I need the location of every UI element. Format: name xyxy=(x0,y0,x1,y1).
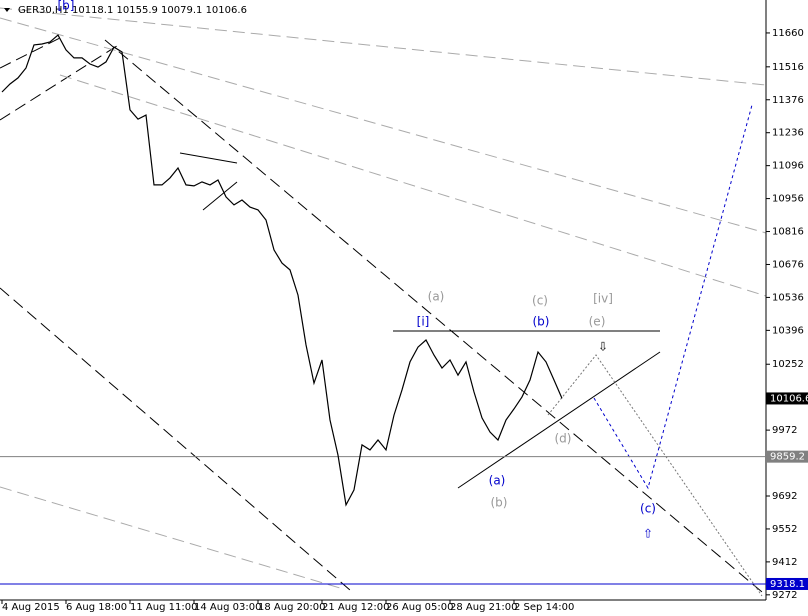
trendlines xyxy=(0,7,767,597)
trendline xyxy=(0,17,767,234)
projection xyxy=(593,104,753,490)
x-tick-label: 11 Aug 11:00 xyxy=(130,602,197,613)
price-line xyxy=(1,34,563,507)
y-tick-label: 11660 xyxy=(772,28,804,39)
price-label-box xyxy=(766,450,808,463)
price-label: 9318.1 xyxy=(770,579,805,590)
chart-title: GER30,H1 10118.1 10155.9 10079.1 10106.6 xyxy=(18,5,247,16)
trendline xyxy=(0,287,351,591)
wave-label: (a) xyxy=(489,474,506,488)
x-tick-label: 21 Aug 12:00 xyxy=(322,602,389,613)
arrow-up: ⇧ xyxy=(643,527,653,541)
y-tick-label: 10396 xyxy=(772,325,804,336)
y-tick-label: 9412 xyxy=(772,557,797,568)
wave-label: (b) xyxy=(533,315,550,329)
y-tick-label: 9692 xyxy=(772,491,797,502)
trendline xyxy=(0,37,61,69)
wave-label: [i] xyxy=(417,315,430,329)
y-tick-label: 10676 xyxy=(772,259,804,270)
x-tick-label: 28 Aug 21:00 xyxy=(450,602,517,613)
y-tick-label: 11376 xyxy=(772,95,804,106)
price-label: 9859.2 xyxy=(770,452,805,463)
wave-label: (c) xyxy=(532,294,548,308)
wave-label: [b] xyxy=(58,0,75,13)
x-tick-label: 18 Aug 20:00 xyxy=(258,602,325,613)
y-tick-label: 10536 xyxy=(772,292,804,303)
price-label-box xyxy=(766,392,808,405)
wave-label: (e) xyxy=(589,315,606,329)
trendline xyxy=(0,7,767,86)
x-tick-label: 2 Sep 14:00 xyxy=(514,602,574,613)
y-tick-label: 9972 xyxy=(772,425,797,436)
trendline xyxy=(202,181,238,211)
arrow-down: ⇩ xyxy=(598,340,608,354)
x-tick-label: 14 Aug 03:00 xyxy=(194,602,261,613)
y-tick-label: 9272 xyxy=(772,590,797,601)
x-tick-label: 6 Aug 18:00 xyxy=(66,602,127,613)
trendline xyxy=(59,74,767,297)
projection xyxy=(547,354,763,597)
x-tick-label: 4 Aug 2015 xyxy=(2,602,60,613)
y-tick-label: 10956 xyxy=(772,194,804,205)
trendline xyxy=(457,351,661,489)
wave-label: (a) xyxy=(428,290,445,304)
menu-arrow xyxy=(4,8,10,12)
trendline xyxy=(179,152,238,164)
x-tick-label: 26 Aug 05:00 xyxy=(386,602,453,613)
y-tick-label: 10816 xyxy=(772,227,804,238)
wave-label: [iv] xyxy=(593,292,613,306)
trendline xyxy=(0,43,121,121)
y-tick-label: 11516 xyxy=(772,62,804,73)
price-label-box xyxy=(766,577,808,590)
trendline xyxy=(0,486,341,589)
price-label: 10106.6 xyxy=(770,393,808,404)
y-tick-label: 11096 xyxy=(772,161,804,172)
y-tick-label: 10252 xyxy=(772,359,804,370)
wave-label: (d) xyxy=(555,432,572,446)
y-tick-label: 9552 xyxy=(772,524,797,535)
wave-label: (c) xyxy=(640,502,656,516)
y-tick-label: 11236 xyxy=(772,128,804,139)
wave-label: (b) xyxy=(491,496,508,510)
